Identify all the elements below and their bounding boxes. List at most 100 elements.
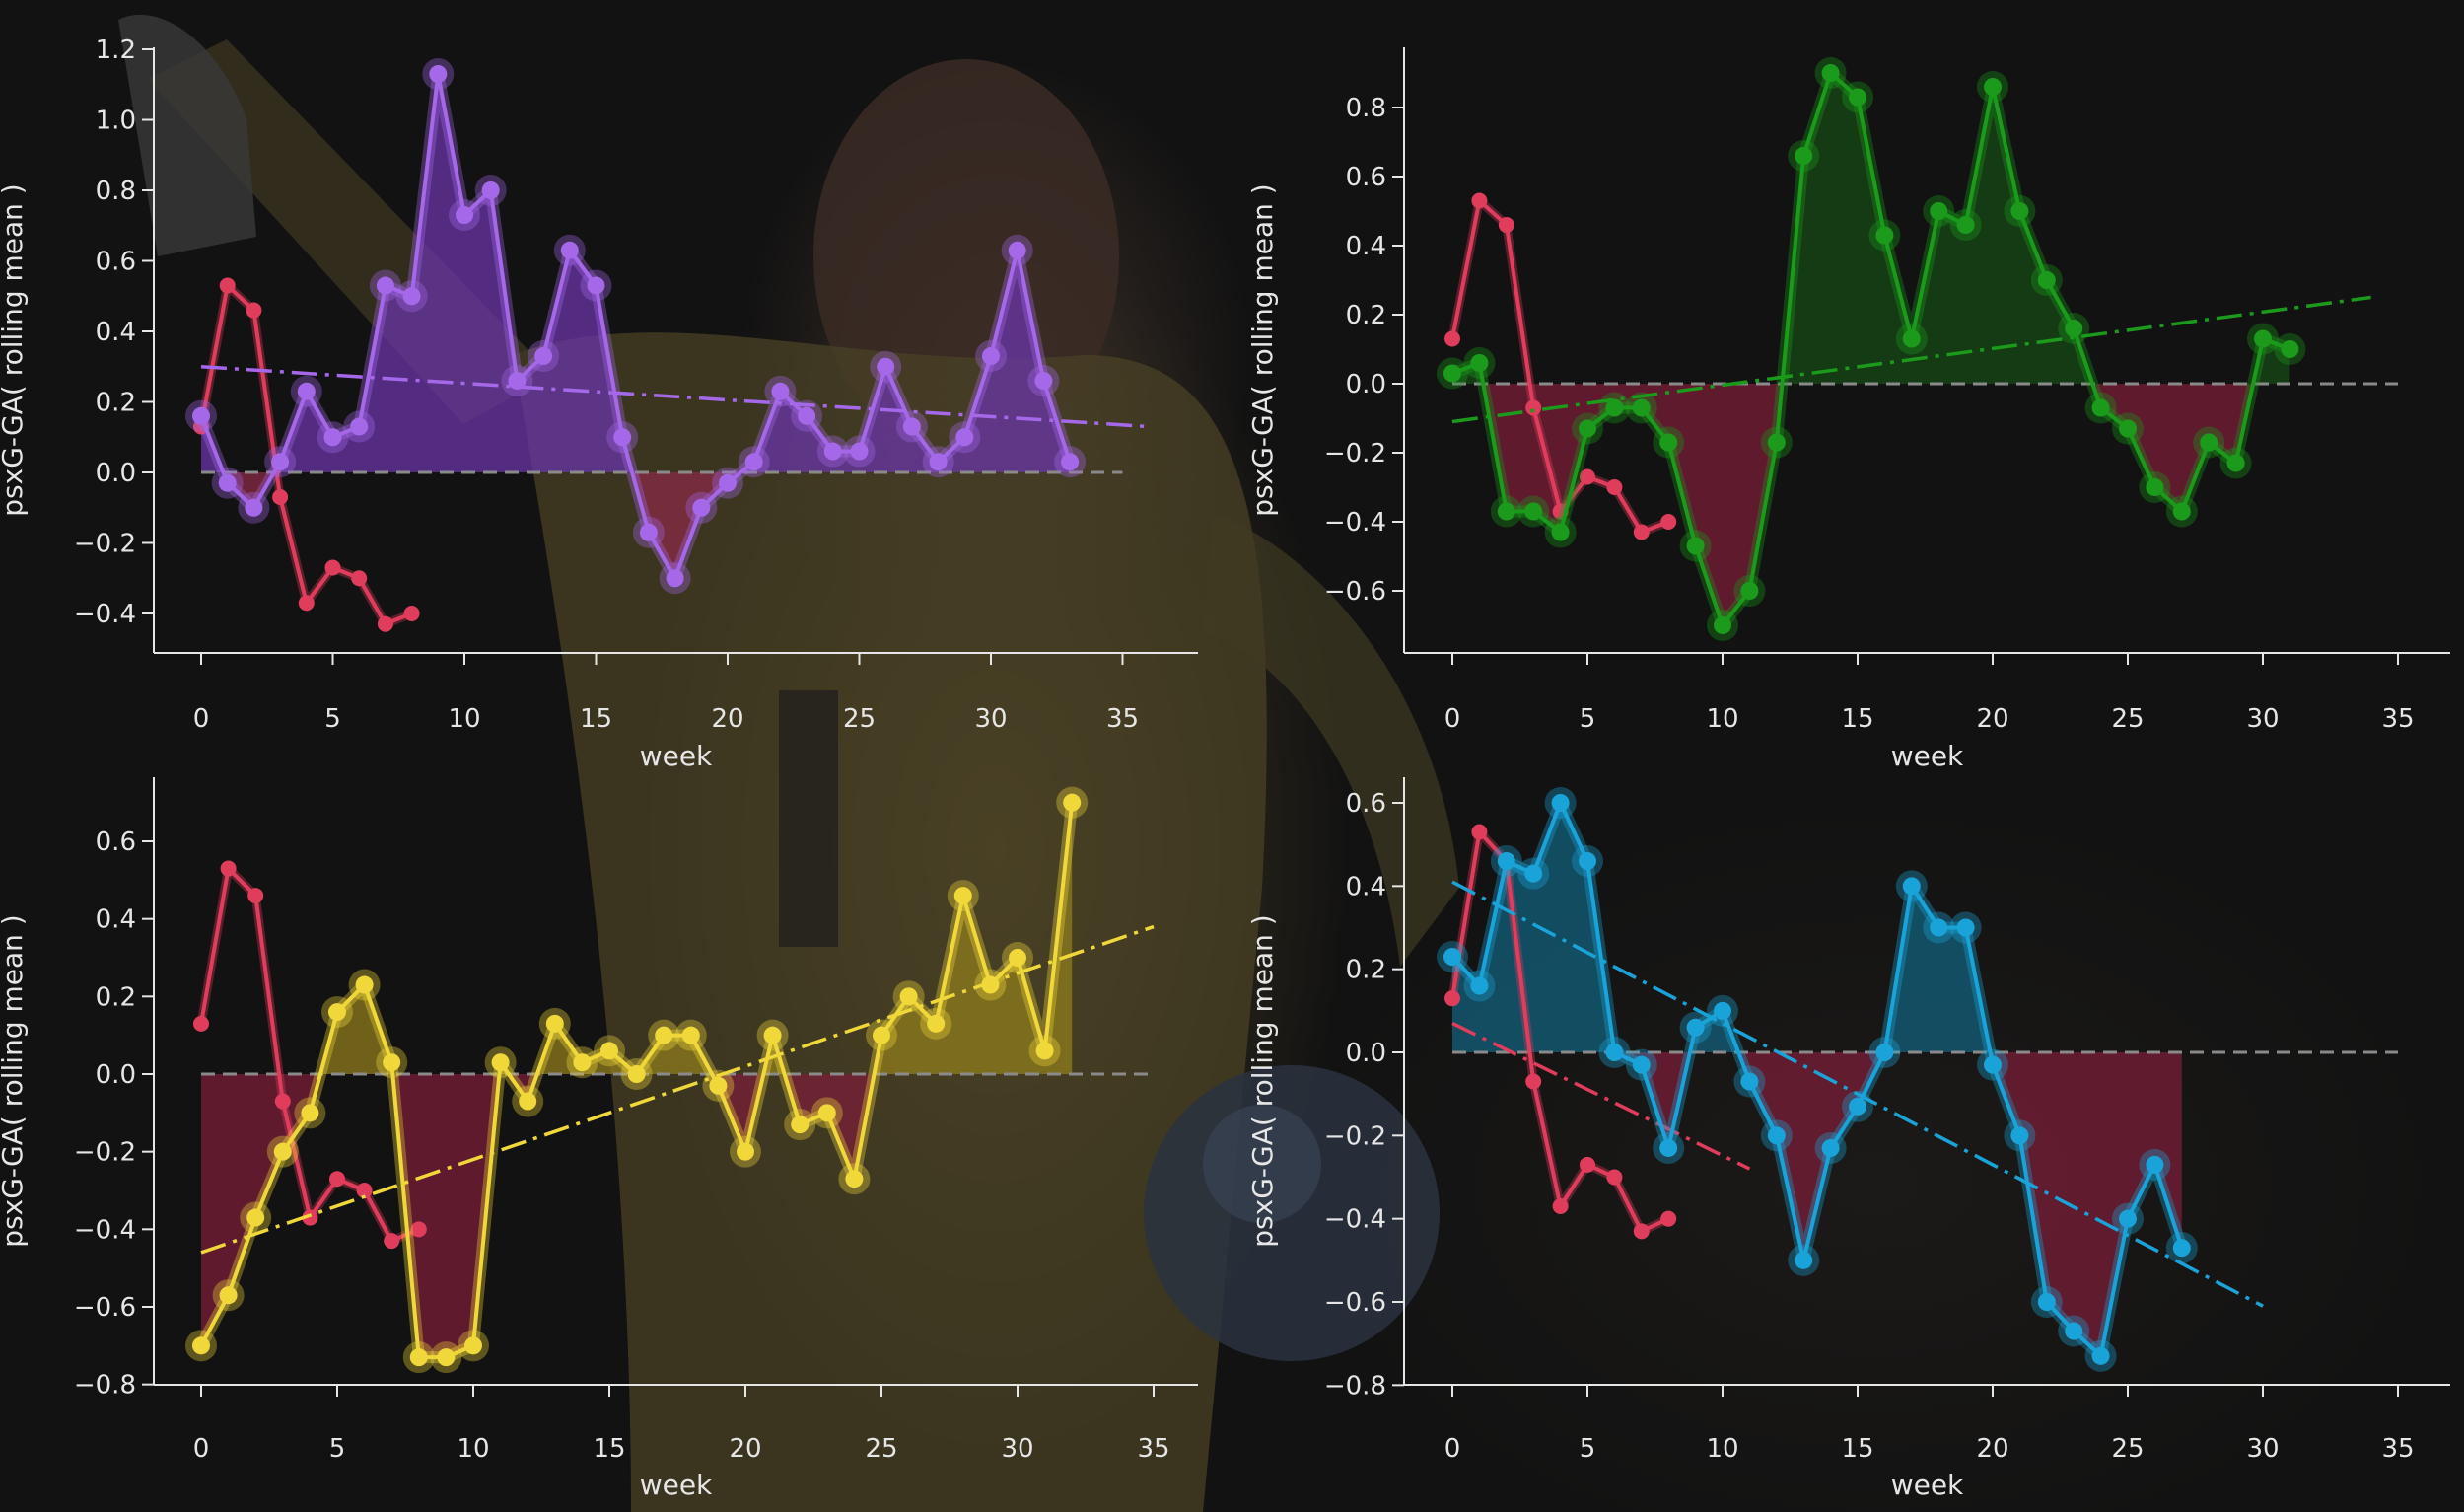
- area-fill-above-zero: [874, 802, 1073, 1074]
- data-point: [953, 887, 972, 905]
- x-tick-label: 10: [1706, 1434, 1738, 1464]
- x-tick-label: 35: [1106, 704, 1139, 734]
- x-tick-label: 5: [1580, 704, 1596, 734]
- x-tick-label: 25: [2111, 704, 2144, 734]
- data-point: [355, 975, 374, 994]
- chart-panel-3: −0.8 −0.6 −0.4 −0.2 0.0 0.2 0.4 0.6 0 5 10 15 20 25 30…: [0, 777, 1198, 1501]
- chart-panel-4: −0.8 −0.6 −0.4 −0.2 0.0 0.2 0.4 0.6 0 5 10 15 20 25 30…: [1246, 777, 2450, 1501]
- data-point: [1471, 192, 1488, 209]
- x-tick-label: 0: [1444, 704, 1461, 734]
- data-point: [1605, 1044, 1624, 1061]
- y-tick-label: −0.2: [1324, 1121, 1386, 1151]
- x-tick-label: 10: [448, 704, 480, 734]
- x-tick-label: 5: [1580, 1434, 1596, 1464]
- data-point: [1849, 1097, 1866, 1116]
- y-tick-label: −0.4: [74, 1215, 136, 1245]
- area-fill-below-zero: [1738, 1052, 1885, 1260]
- data-point: [929, 453, 948, 471]
- data-point: [2091, 1346, 2110, 1365]
- data-point: [639, 523, 658, 541]
- data-point: [560, 241, 579, 259]
- x-axis-label: week: [1891, 740, 1964, 772]
- area-fill-below-zero: [632, 472, 741, 579]
- area-fill-above-zero: [763, 1035, 785, 1074]
- data-point: [1525, 1073, 1542, 1090]
- x-tick-label: 30: [974, 704, 1007, 734]
- data-point: [955, 428, 974, 447]
- data-point: [1470, 354, 1489, 372]
- data-point: [982, 347, 1000, 366]
- data-point: [2119, 1209, 2137, 1228]
- area-fill-below-zero: [1483, 384, 1783, 625]
- area-fill-below-zero: [201, 1074, 321, 1346]
- data-point: [1660, 1210, 1677, 1227]
- data-point: [627, 1065, 646, 1083]
- data-point: [1444, 990, 1460, 1007]
- data-point: [573, 1053, 592, 1072]
- data-point: [899, 987, 918, 1006]
- x-tick-label: 15: [1841, 704, 1873, 734]
- y-axis-label: psxG-GA( rolling mean ): [0, 914, 29, 1247]
- data-point: [383, 1053, 401, 1072]
- data-point: [1984, 78, 2002, 96]
- data-point: [1580, 468, 1595, 485]
- data-point: [1821, 64, 1840, 82]
- x-tick-label: 15: [593, 1434, 625, 1464]
- data-point: [1795, 147, 1813, 165]
- data-point: [771, 382, 790, 400]
- data-point: [845, 1170, 864, 1188]
- data-point: [763, 1026, 782, 1044]
- x-tick-label: 5: [324, 704, 341, 734]
- data-point: [1580, 1156, 1595, 1173]
- data-point: [1902, 877, 1921, 896]
- x-tick-label: 20: [729, 1434, 761, 1464]
- data-point: [329, 1171, 345, 1188]
- y-axis-label: psxG-GA( rolling mean ): [0, 183, 29, 516]
- data-point: [437, 1348, 456, 1367]
- data-point: [1063, 793, 1082, 812]
- area-fill-above-zero: [1452, 803, 1615, 1052]
- data-point: [1552, 1198, 1569, 1215]
- data-point: [302, 1209, 318, 1226]
- data-point: [1444, 330, 1460, 347]
- data-point: [1471, 824, 1488, 840]
- data-point: [744, 453, 763, 471]
- data-point: [410, 1221, 427, 1238]
- y-tick-label: 0.0: [1346, 1039, 1386, 1068]
- trend-line-main: [1451, 295, 2371, 424]
- x-tick-label: 25: [843, 704, 876, 734]
- x-tick-label: 15: [1841, 1434, 1873, 1464]
- data-point: [464, 1336, 482, 1355]
- data-point: [2065, 1322, 2083, 1340]
- y-tick-label: 0.6: [96, 248, 136, 277]
- data-point: [2146, 478, 2164, 496]
- x-tick-label: 25: [865, 1434, 897, 1464]
- data-point: [1660, 514, 1677, 530]
- data-point: [1470, 976, 1489, 995]
- y-tick-label: 1.0: [96, 107, 136, 136]
- data-point: [2146, 1155, 2164, 1174]
- y-tick-label: 0.8: [96, 177, 136, 206]
- data-point: [1714, 616, 1731, 634]
- data-point: [1984, 1055, 2002, 1074]
- data-point: [1035, 1042, 1054, 1060]
- data-point: [491, 1053, 510, 1072]
- data-point: [817, 1104, 836, 1122]
- x-tick-label: 30: [1001, 1434, 1033, 1464]
- x-tick-label: 15: [580, 704, 612, 734]
- data-point: [1443, 364, 1461, 383]
- data-point: [1767, 433, 1786, 452]
- data-point: [1497, 852, 1515, 871]
- data-point: [384, 1233, 400, 1250]
- data-point: [1579, 419, 1596, 438]
- x-tick-label: 35: [2381, 1434, 2414, 1464]
- y-tick-label: −0.6: [1324, 1288, 1386, 1318]
- data-point: [1524, 502, 1543, 521]
- trend-line-main: [1451, 880, 2264, 1308]
- data-point: [534, 347, 553, 366]
- data-point: [1606, 479, 1623, 495]
- y-tick-label: 0.0: [1346, 370, 1386, 399]
- data-point: [798, 406, 816, 425]
